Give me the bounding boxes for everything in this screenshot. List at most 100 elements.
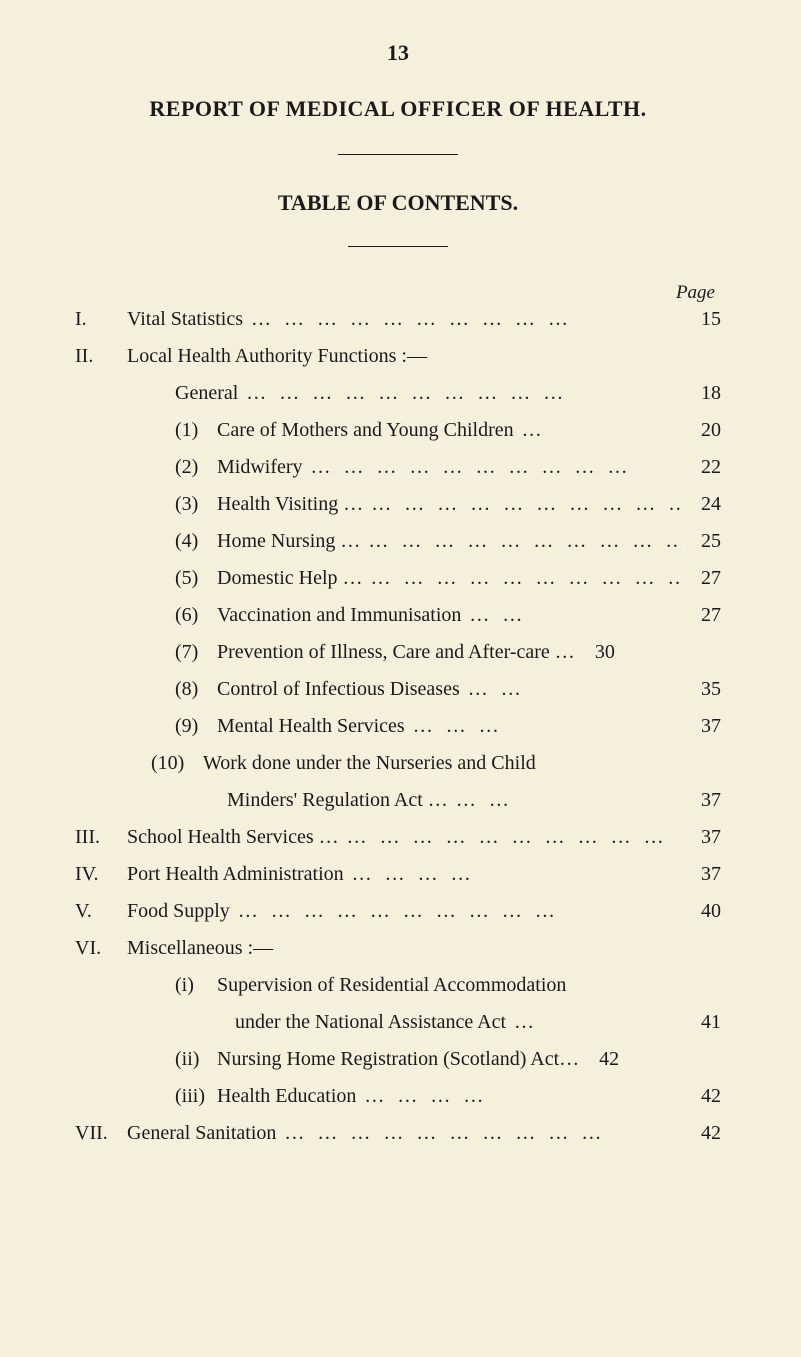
entry-label: Vital Statistics bbox=[127, 308, 243, 331]
sub-title: TABLE OF CONTENTS. bbox=[75, 190, 721, 216]
toc-row-vii: VII. General Sanitation … … … … … … … … … bbox=[75, 1122, 721, 1145]
toc-row-ii-2: (2) Midwifery … … … … … … … … … … 22 bbox=[75, 456, 721, 479]
entry-page: 25 bbox=[681, 530, 721, 553]
toc-row-v: V. Food Supply … … … … … … … … … … 40 bbox=[75, 900, 721, 923]
sub-number: (iii) bbox=[175, 1085, 217, 1108]
roman-numeral: VII. bbox=[75, 1122, 127, 1145]
toc-row-iv: IV. Port Health Administration … … … … 3… bbox=[75, 863, 721, 886]
toc-row-ii-8: (8) Control of Infectious Diseases … … 3… bbox=[75, 678, 721, 701]
entry-label: Prevention of Illness, Care and After-ca… bbox=[217, 641, 575, 664]
sub-number: (1) bbox=[175, 419, 217, 442]
sub-number: (7) bbox=[175, 641, 217, 664]
entry-label: Control of Infectious Diseases bbox=[217, 678, 460, 701]
leader-dots: … … … … … … … … … … bbox=[243, 308, 681, 331]
entry-page: 30 bbox=[575, 641, 615, 664]
leader-dots: … … … … … … … … … … bbox=[238, 382, 681, 405]
toc-row-ii: II. Local Health Authority Functions :— bbox=[75, 345, 721, 368]
entry-page: 18 bbox=[681, 382, 721, 405]
roman-numeral: II. bbox=[75, 345, 127, 368]
main-title: REPORT OF MEDICAL OFFICER OF HEALTH. bbox=[75, 96, 721, 122]
toc-row-ii-5: (5) Domestic Help … … … … … … … … … … … … bbox=[75, 567, 721, 590]
entry-label: General bbox=[175, 382, 238, 405]
toc-row-iii: III. School Health Services … … … … … … … bbox=[75, 826, 721, 849]
entry-page: 37 bbox=[681, 826, 721, 849]
entry-label: under the National Assistance Act bbox=[235, 1011, 506, 1034]
leader-dots: … bbox=[514, 419, 681, 442]
toc-row-ii-general: General … … … … … … … … … … 18 bbox=[75, 382, 721, 405]
leader-dots: … … … bbox=[405, 715, 681, 738]
entry-page: 40 bbox=[681, 900, 721, 923]
short-divider-line bbox=[348, 246, 448, 247]
toc-row-vi-ii: (ii) Nursing Home Registration (Scotland… bbox=[75, 1048, 721, 1071]
toc-row-vi-iii: (iii) Health Education … … … … 42 bbox=[75, 1085, 721, 1108]
toc-row-ii-7: (7) Prevention of Illness, Care and Afte… bbox=[75, 641, 721, 664]
entry-page: 15 bbox=[681, 308, 721, 331]
leader-dots: … … … … … … … … … … bbox=[230, 900, 681, 923]
leader-dots: … … … … … … … … … … bbox=[339, 826, 681, 849]
leader-dots: … … bbox=[460, 678, 681, 701]
entry-page: 42 bbox=[681, 1122, 721, 1145]
toc-row-ii-3: (3) Health Visiting … … … … … … … … … … … bbox=[75, 493, 721, 516]
roman-numeral: I. bbox=[75, 308, 127, 331]
entry-label: Care of Mothers and Young Children bbox=[217, 419, 514, 442]
divider-line bbox=[338, 154, 458, 155]
entry-label: Domestic Help … bbox=[217, 567, 363, 590]
leader-dots: … … bbox=[461, 604, 681, 627]
roman-numeral: III. bbox=[75, 826, 127, 849]
entry-label: Home Nursing … bbox=[217, 530, 360, 553]
leader-dots: … … … … bbox=[344, 863, 681, 886]
sub-number: (6) bbox=[175, 604, 217, 627]
entry-page: 22 bbox=[681, 456, 721, 479]
leader-dots: … … … … … … … … … … bbox=[363, 567, 681, 590]
entry-label: Nursing Home Registration (Scotland) Act… bbox=[217, 1048, 579, 1071]
page-number: 13 bbox=[75, 40, 721, 66]
sub-number: (8) bbox=[175, 678, 217, 701]
sub-number: (3) bbox=[175, 493, 217, 516]
entry-page: 42 bbox=[579, 1048, 619, 1071]
sub-number: (ii) bbox=[175, 1048, 217, 1071]
toc-row-i: I. Vital Statistics … … … … … … … … … … … bbox=[75, 308, 721, 331]
leader-dots: … … … … … … … … … … bbox=[360, 530, 681, 553]
entry-page: 24 bbox=[681, 493, 721, 516]
entry-label: Vaccination and Immunisation bbox=[217, 604, 461, 627]
sub-number: (4) bbox=[175, 530, 217, 553]
sub-number: (9) bbox=[175, 715, 217, 738]
roman-numeral: IV. bbox=[75, 863, 127, 886]
entry-page: 35 bbox=[681, 678, 721, 701]
leader-dots: … … … … … … … … … … bbox=[303, 456, 681, 479]
toc-row-ii-10-a: (10) Work done under the Nurseries and C… bbox=[75, 752, 721, 775]
entry-page: 20 bbox=[681, 419, 721, 442]
leader-dots: … … … … bbox=[356, 1085, 681, 1108]
toc-row-vi: VI. Miscellaneous :— bbox=[75, 937, 721, 960]
leader-dots: … … … … … … … … … … bbox=[276, 1122, 681, 1145]
entry-label: Health Education bbox=[217, 1085, 356, 1108]
leader-dots: … … … … … … … … … … bbox=[363, 493, 681, 516]
entry-label: Supervision of Residential Accommodation bbox=[217, 974, 566, 997]
entry-page: 42 bbox=[681, 1085, 721, 1108]
sub-number: (10) bbox=[151, 752, 203, 775]
entry-label: Port Health Administration bbox=[127, 863, 344, 886]
page-column-header: Page bbox=[75, 282, 721, 304]
entry-page: 27 bbox=[681, 604, 721, 627]
entry-label: Health Visiting … bbox=[217, 493, 363, 516]
entry-page: 37 bbox=[681, 863, 721, 886]
entry-label: School Health Services … bbox=[127, 826, 339, 849]
toc-row-vi-i-b: under the National Assistance Act … 41 bbox=[75, 1011, 721, 1034]
entry-page: 27 bbox=[681, 567, 721, 590]
roman-numeral: V. bbox=[75, 900, 127, 923]
entry-label: Miscellaneous :— bbox=[127, 937, 273, 960]
toc-row-ii-9: (9) Mental Health Services … … … 37 bbox=[75, 715, 721, 738]
entry-page: 41 bbox=[681, 1011, 721, 1034]
toc-row-ii-6: (6) Vaccination and Immunisation … … 27 bbox=[75, 604, 721, 627]
sub-number: (i) bbox=[175, 974, 217, 997]
entry-label: Work done under the Nurseries and Child bbox=[203, 752, 536, 775]
entry-label: Local Health Authority Functions :— bbox=[127, 345, 427, 368]
toc-row-ii-10-b: Minders' Regulation Act … … … 37 bbox=[75, 789, 721, 812]
leader-dots: … bbox=[506, 1011, 681, 1034]
entry-label: Minders' Regulation Act … bbox=[227, 789, 448, 812]
roman-numeral: VI. bbox=[75, 937, 127, 960]
entry-page: 37 bbox=[681, 715, 721, 738]
toc-row-vi-i-a: (i) Supervision of Residential Accommoda… bbox=[75, 974, 721, 997]
sub-number: (2) bbox=[175, 456, 217, 479]
entry-label: General Sanitation bbox=[127, 1122, 276, 1145]
